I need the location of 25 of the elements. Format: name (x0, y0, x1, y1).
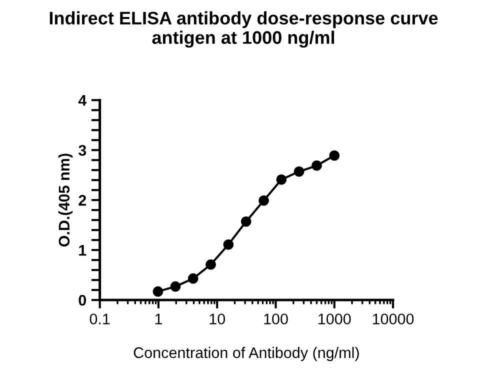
point (152, 286, 164, 297)
y-tick-label: 0 (78, 294, 86, 306)
point (312, 160, 322, 171)
x-tick-label: 10 (210, 314, 226, 324)
x-axis-title: Concentration of Antibody (ng/ml) (134, 346, 359, 362)
point (223, 239, 234, 250)
x-tick-label: 1000 (318, 314, 351, 324)
point (188, 273, 198, 284)
y-tick-label: 4 (78, 95, 87, 106)
chart-title: Indirect ELISA antibody dose-response curve antigen at 1000 ng/ml (50, 11, 438, 48)
point (294, 166, 304, 177)
y-tick-label: 3 (78, 144, 86, 156)
x-tick-label: 100 (264, 314, 288, 324)
point (276, 174, 287, 185)
y-tick-label: 2 (78, 194, 86, 206)
y-axis-title: O.D.(405 nm) (58, 154, 73, 247)
point (329, 150, 340, 161)
point (258, 195, 269, 206)
point (240, 216, 252, 227)
point (170, 281, 181, 292)
point (206, 259, 216, 270)
x-tick-label: 1 (155, 314, 162, 324)
x-tick-label: 10000 (372, 314, 414, 324)
x-tick-label: 0.1 (90, 314, 110, 324)
y-tick-label: 1 (79, 245, 86, 256)
